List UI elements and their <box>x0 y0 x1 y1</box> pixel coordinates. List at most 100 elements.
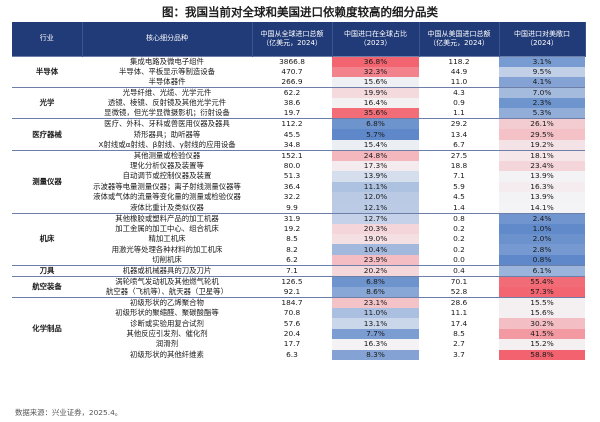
table-row: 机床 其他橡胶或塑料产品的加工机器 31.9 12.7% 0.8 2.4% <box>12 212 585 266</box>
source-note: 数据来源：兴业证券，2025.4。 <box>15 408 123 417</box>
table-row: 切削机床 6.2 23.9% 0.0 0.8% <box>12 254 585 266</box>
us-ratio-cell: 9.5% <box>499 66 585 77</box>
world-share-cell: 24.8% <box>332 149 419 161</box>
world-import-cell: 19.7 <box>283 108 301 118</box>
us-ratio-cell: 58.8% <box>499 349 585 361</box>
world-share-cell: 10.4% <box>332 244 419 255</box>
table-row: 矫形器具；助听器等 45.5 5.7% 13.4 29.5% <box>12 129 585 140</box>
us-import-cell: 44.9 <box>450 66 468 76</box>
table-row: 半导体 集成电路及微电子组件 3866.8 36.8% 118.2 3.1% <box>12 55 585 88</box>
us-ratio-cell: 23.4% <box>499 160 585 172</box>
table-row: 半导体、平板显示等制造设备 470.7 32.3% 44.9 9.5% <box>12 66 585 77</box>
world-share-cell: 11.1% <box>332 181 419 193</box>
product-cell: 集成电路及微电子组件 <box>82 55 252 67</box>
us-ratio-cell: 29.5% <box>499 129 585 140</box>
world-share-cell: 12.1% <box>332 202 419 214</box>
industry-cell: 医疗器械 <box>12 118 82 151</box>
world-share-cell: 7.7% <box>332 328 419 340</box>
world-share-cell: 23.9% <box>332 254 419 266</box>
product-cell: 矫形器具；助听器等 <box>133 129 201 139</box>
product-cell: 液体或气体的流量等变化量的测量或检验仪器 <box>93 192 241 202</box>
product-cell: 航空器（飞机等）、航天器（卫星等） <box>106 286 228 296</box>
us-import-cell: 0.0 <box>453 254 465 264</box>
header-world-share: 中国进口在全球占比（2023） <box>332 22 420 56</box>
world-import-cell: 112.2 <box>252 118 332 130</box>
table-row: 液体比重计及类似仪器 9.9 12.1% 1.4 14.1% <box>12 202 585 214</box>
world-share-cell: 12.0% <box>332 192 419 203</box>
us-import-cell: 1.1 <box>453 108 465 118</box>
product-cell: 初级形状的乙烯聚合物 <box>82 296 252 308</box>
product-cell: 显微镜，但光学显微摄影机；衍射设备 <box>104 108 230 118</box>
us-ratio-cell: 2.4% <box>499 212 585 224</box>
product-cell: 自动调节或控制仪器及装置 <box>122 171 212 181</box>
us-import-cell: 2.7 <box>453 339 465 349</box>
product-cell: 精加工机床 <box>148 234 186 244</box>
table-row: X射线或α射线、β射线、γ射线的应用设备 34.8 15.4% 6.7 19.2% <box>12 139 585 151</box>
industry-cell: 测量仪器 <box>12 149 82 214</box>
product-cell: 医疗、外科、牙科或兽医用仪器及器具 <box>82 118 252 130</box>
table-row: 透镜、棱镜、反射镜及其他光学元件 38.6 16.4% 0.9 2.3% <box>12 97 585 109</box>
us-ratio-cell: 15.2% <box>499 339 585 350</box>
table-row: 理化分析仪器及装置等 80.0 17.3% 18.8 23.4% <box>12 160 585 172</box>
dependency-table: 行业 核心细分品种 中国从全球进口总额（亿美元，2024） 中国进口在全球占比（… <box>12 22 586 361</box>
world-import-cell: 8.2 <box>286 244 298 254</box>
world-share-cell: 5.7% <box>332 129 419 140</box>
us-ratio-cell: 41.5% <box>499 328 585 340</box>
industry-cell: 化学制品 <box>12 296 82 361</box>
us-ratio-cell: 6.1% <box>499 264 585 277</box>
us-ratio-cell: 7.0% <box>499 86 585 98</box>
us-import-cell: 28.6 <box>419 296 499 308</box>
world-share-cell: 13.9% <box>332 171 419 182</box>
product-cell: 液体比重计及类似仪器 <box>130 202 204 212</box>
world-import-cell: 9.9 <box>286 202 298 212</box>
product-cell: 初级形状的聚缩醛、聚碳酸酯等 <box>115 308 219 318</box>
world-share-cell: 15.4% <box>332 139 419 151</box>
us-ratio-cell: 57.3% <box>499 286 585 298</box>
world-import-cell: 62.2 <box>252 86 332 98</box>
us-import-cell: 11.1 <box>450 308 468 318</box>
table-body: 半导体 集成电路及微电子组件 3866.8 36.8% 118.2 3.1% 半导体、平板显… <box>12 55 585 361</box>
product-cell: 机器或机械器具的刀及刀片 <box>82 264 252 277</box>
world-share-cell: 20.3% <box>332 223 419 234</box>
us-ratio-cell: 1.0% <box>499 223 585 234</box>
product-cell: 光导纤维、光缆、光学元件 <box>82 86 252 98</box>
product-cell: 用激光等处理各种材料的加工机床 <box>111 244 223 254</box>
us-ratio-cell: 19.2% <box>499 139 585 151</box>
world-import-cell: 6.2 <box>286 254 298 264</box>
world-import-cell: 17.7 <box>283 339 301 349</box>
industry-cell: 刀具 <box>12 264 82 277</box>
world-share-cell: 36.8% <box>332 55 419 67</box>
product-cell: X射线或α射线、β射线、γ射线的应用设备 <box>98 139 236 149</box>
world-share-cell: 12.7% <box>332 212 419 224</box>
product-cell: 诊断或实验用复合试剂 <box>130 318 204 328</box>
us-import-cell: 3.7 <box>453 349 465 359</box>
us-ratio-cell: 0.8% <box>499 254 585 266</box>
world-share-cell: 23.1% <box>332 296 419 308</box>
industry-cell: 半导体 <box>12 55 82 88</box>
us-import-cell: 0.9 <box>453 98 465 108</box>
world-share-cell: 19.0% <box>332 234 419 245</box>
us-import-cell: 27.5 <box>419 149 499 161</box>
us-ratio-cell: 4.1% <box>499 76 585 88</box>
world-import-cell: 31.9 <box>252 212 332 224</box>
product-cell: 半导体、平板显示等制造设备 <box>118 66 216 76</box>
table-row: 精加工机床 8.5 19.0% 0.2 2.0% <box>12 234 585 245</box>
product-cell: 透镜、棱镜、反射镜及其他光学元件 <box>107 98 227 108</box>
product-cell: 涡轮喷气发动机及其他燃气轮机 <box>82 275 252 287</box>
us-ratio-cell: 30.2% <box>499 318 585 329</box>
table-row: 示波器等电量测量仪器；离子射线测量仪器等 36.4 11.1% 5.9 16.3% <box>12 181 585 193</box>
table-row: 初级形状的聚缩醛、聚碳酸酯等 70.8 11.0% 11.1 15.6% <box>12 307 585 319</box>
world-import-cell: 470.7 <box>281 66 303 76</box>
world-import-cell: 126.5 <box>252 275 332 287</box>
us-ratio-cell: 15.5% <box>499 296 585 308</box>
world-share-cell: 35.6% <box>332 108 419 119</box>
us-ratio-cell: 15.6% <box>499 307 585 319</box>
world-import-cell: 266.9 <box>281 76 303 86</box>
us-ratio-cell: 3.1% <box>499 55 585 67</box>
us-import-cell: 0.8 <box>419 212 499 224</box>
us-ratio-cell: 13.9% <box>499 171 585 182</box>
world-import-cell: 70.8 <box>283 308 301 318</box>
world-import-cell: 92.1 <box>283 286 301 296</box>
world-import-cell: 7.1 <box>252 264 332 277</box>
us-ratio-cell: 2.8% <box>499 244 585 255</box>
